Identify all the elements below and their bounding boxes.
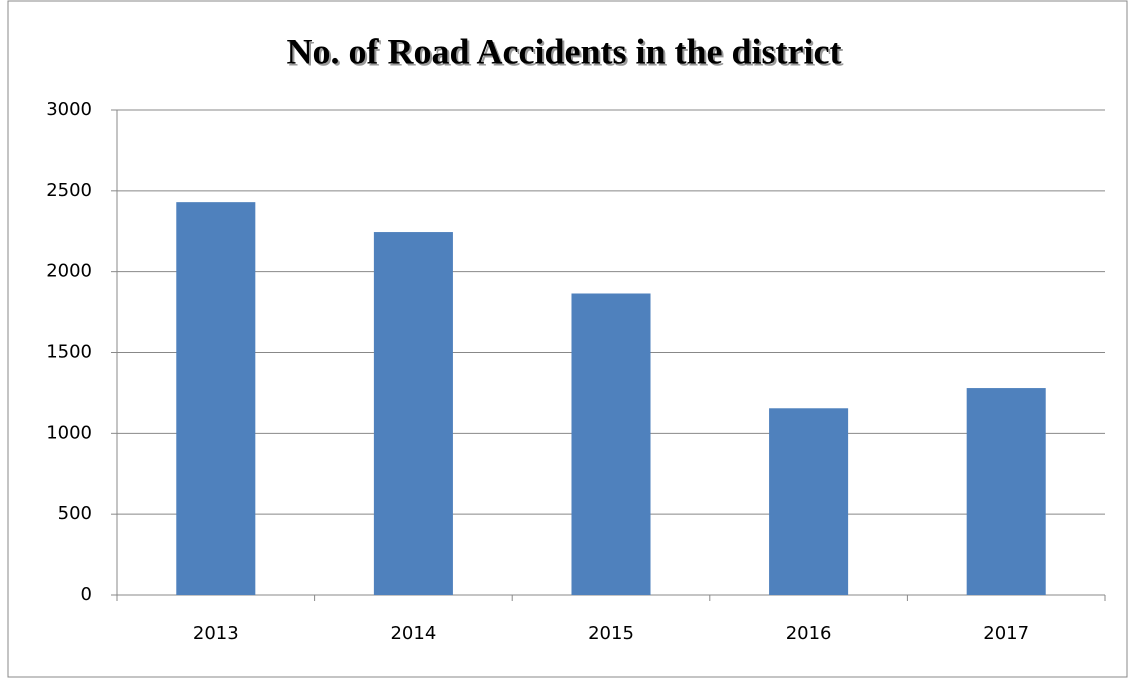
y-tick-label: 3000 (46, 99, 92, 120)
chart-title-shadow: No. of Road Accidents in the district (289, 33, 844, 73)
x-tick-label: 2016 (786, 623, 832, 644)
x-tick-label: 2017 (983, 623, 1029, 644)
bar (966, 388, 1046, 595)
y-tick-label: 1000 (46, 422, 92, 443)
x-tick-label: 2013 (193, 623, 239, 644)
y-tick-label: 2500 (46, 180, 92, 201)
x-tick-label: 2015 (588, 623, 634, 644)
bar (176, 202, 256, 595)
x-tick-label: 2014 (390, 623, 436, 644)
chart-title: No. of Road Accidents in the district (287, 31, 842, 71)
bar (769, 408, 849, 595)
bar (373, 232, 453, 595)
y-tick-label: 1500 (46, 342, 92, 363)
bar (571, 293, 651, 595)
y-tick-label: 0 (81, 584, 92, 605)
chart-border (7, 0, 1128, 678)
y-tick-label: 2000 (46, 261, 92, 282)
y-tick-label: 500 (58, 503, 92, 524)
